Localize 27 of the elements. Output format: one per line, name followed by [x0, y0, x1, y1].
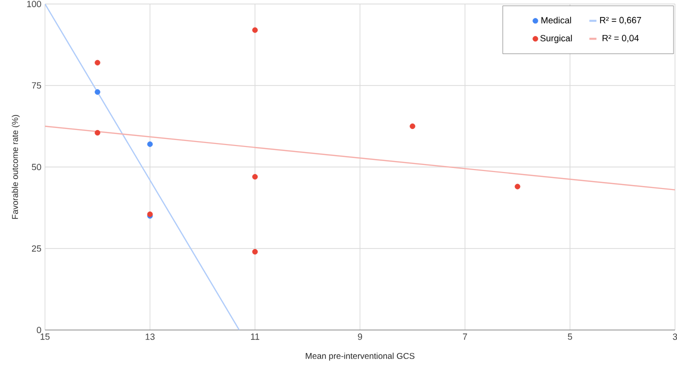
x-axis-title: Mean pre-interventional GCS — [306, 352, 414, 361]
legend-label: R² = 0,667 — [600, 16, 642, 24]
legend-label: R² = 0,04 — [602, 34, 639, 42]
y-tick-label: 100 — [27, 0, 42, 8]
x-tick-label: 5 — [568, 334, 572, 340]
point — [410, 123, 416, 130]
point — [147, 141, 153, 147]
x-tick-label: 11 — [251, 334, 260, 340]
x-tick-label: 13 — [146, 334, 155, 340]
legend-label: Medical — [541, 16, 572, 24]
point — [94, 60, 100, 66]
point — [94, 89, 100, 95]
y-tick-label: 50 — [32, 164, 42, 170]
y-tick-label: 25 — [32, 245, 42, 252]
point — [514, 184, 520, 190]
x-tick-label: 7 — [462, 334, 468, 340]
point — [252, 248, 258, 255]
point — [94, 130, 100, 136]
x-tick-label: 9 — [358, 334, 362, 340]
legend-label: Surgical — [540, 34, 572, 44]
y-axis-title: Favorable outcome rate (%) — [12, 115, 20, 219]
y-tick-label: 75 — [32, 82, 42, 89]
x-tick-label: 15 — [40, 334, 50, 340]
y-tick-label: 0 — [36, 326, 42, 334]
point — [252, 174, 258, 180]
x-tick-label: 3 — [672, 334, 677, 340]
point — [252, 27, 258, 33]
